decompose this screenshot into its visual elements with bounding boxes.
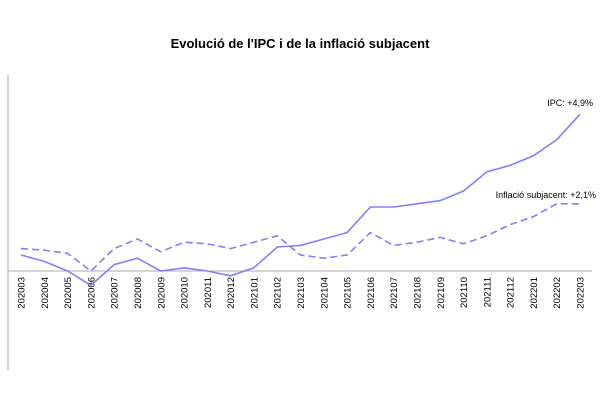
x-tick-label: 202105	[343, 277, 354, 309]
x-tick-label: 202112	[506, 277, 517, 308]
x-tick-label: 202009	[156, 277, 167, 309]
x-tick-label: 202201	[529, 277, 540, 309]
x-tick-label: 202010	[180, 277, 191, 309]
x-tick-label: 202104	[319, 277, 330, 309]
series-line-core-inflation	[20, 203, 580, 273]
x-tick-label: 202008	[133, 277, 144, 309]
x-tick-label: 202004	[40, 277, 51, 309]
x-tick-label: 202202	[552, 277, 563, 309]
annotation-ipc: IPC: +4,9%	[547, 98, 593, 108]
x-tick-label: 202003	[17, 277, 28, 309]
x-tick-label: 202007	[110, 277, 121, 309]
x-tick-label: 202102	[273, 277, 284, 309]
x-tick-label: 202011	[203, 277, 214, 308]
x-tick-label: 202005	[63, 277, 74, 309]
x-tick-label: 202108	[412, 277, 423, 309]
x-tick-label: 202103	[296, 277, 307, 309]
x-tick-label: 202110	[459, 277, 470, 308]
x-tick-label: 202106	[366, 277, 377, 309]
x-tick-label: 202006	[86, 277, 97, 309]
x-tick-label: 202101	[249, 277, 260, 309]
x-tick-label: 202203	[576, 277, 587, 309]
chart-title: Evolució de l'IPC i de la inflació subja…	[171, 36, 430, 51]
x-tick-label: 202012	[226, 277, 237, 309]
series-line-ipc	[20, 113, 581, 287]
x-tick-label: 202109	[436, 277, 447, 309]
x-tick-label: 202107	[389, 277, 400, 309]
x-tick-label: 202111	[482, 277, 493, 307]
annotation-core: Inflació subjacent: +2,1%	[496, 190, 596, 200]
